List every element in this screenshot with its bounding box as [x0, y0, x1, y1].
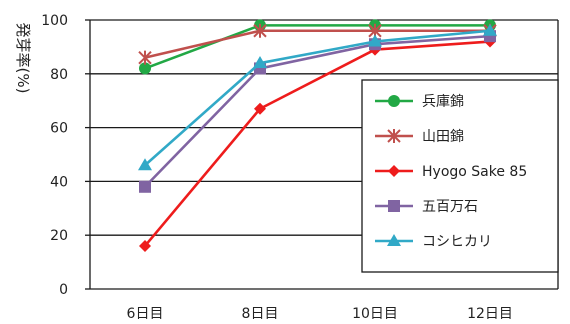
legend-label: 山田錦 [422, 128, 464, 145]
y-axis-label: 発芽率(%) [14, 23, 32, 94]
legend-label: 五百万石 [422, 199, 478, 215]
data-point [253, 23, 267, 38]
x-tick-label: 12日目 [467, 306, 513, 322]
data-point [139, 180, 151, 193]
x-tick-label: 6日目 [127, 306, 164, 322]
y-tick-label: 0 [59, 282, 68, 298]
x-tick-label: 8日目 [242, 306, 279, 322]
legend-marker [387, 129, 401, 143]
legend-label: コシヒカリ [422, 234, 492, 250]
legend-entry: 山田錦 [375, 128, 464, 145]
legend-entry: 五百万石 [375, 199, 478, 215]
legend-entry: 兵庫錦 [375, 93, 464, 110]
legend-label: Hyogo Sake 85 [422, 164, 527, 180]
x-tick-label: 10日目 [352, 306, 398, 322]
legend-marker [387, 234, 401, 246]
y-tick-label: 80 [50, 67, 68, 83]
data-point [139, 239, 151, 252]
series-1 [138, 23, 497, 65]
y-tick-label: 20 [50, 228, 68, 244]
y-tick-label: 60 [50, 121, 68, 137]
legend-entry: Hyogo Sake 85 [375, 164, 527, 180]
series-line [144, 29, 490, 59]
data-point [483, 23, 497, 36]
y-tick-label: 40 [50, 174, 68, 190]
data-point [139, 62, 151, 75]
series-lines [138, 19, 497, 252]
y-tick-labels: 0 20 40 60 80 100 [41, 13, 68, 298]
data-point [253, 56, 267, 69]
legend-label: 兵庫錦 [422, 93, 464, 110]
y-axis-label-text: 発芽率(%) [14, 23, 32, 94]
x-tick-labels: 6日目 8日目 10日目 12日目 [127, 306, 513, 322]
data-point [368, 34, 382, 47]
data-point [254, 102, 266, 115]
legend-entry: コシヒカリ [375, 234, 492, 250]
y-tick-label: 100 [41, 13, 68, 29]
data-point [138, 158, 152, 171]
series-line [144, 34, 491, 188]
series-line [144, 40, 491, 247]
legend-marker [388, 95, 400, 107]
legend-marker [388, 200, 400, 212]
data-point [138, 50, 152, 65]
series-line [144, 29, 491, 167]
legend-marker [388, 165, 400, 177]
axes [85, 19, 559, 290]
series-4 [138, 23, 497, 171]
series-line [144, 24, 490, 70]
